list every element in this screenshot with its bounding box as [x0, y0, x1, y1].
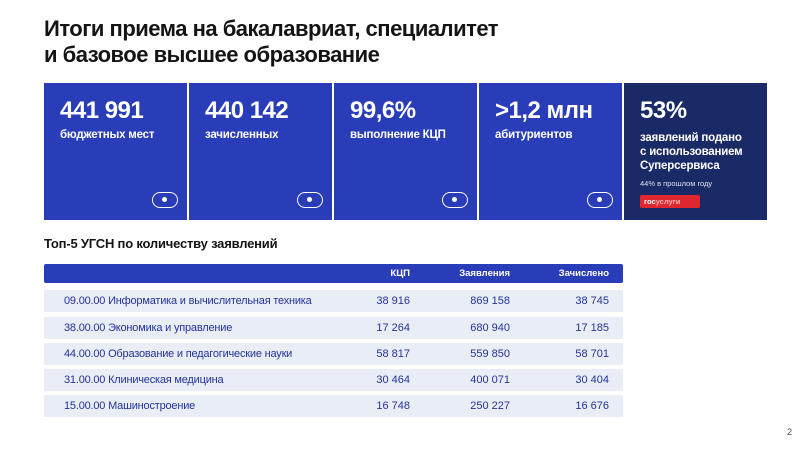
toggle-icon[interactable] — [297, 192, 323, 208]
stat-card-applicants: >1,2 млн абитуриентов — [479, 83, 622, 220]
row-name: 15.00.00 Машиностроение — [64, 400, 196, 412]
row-enrolled: 38 745 — [575, 295, 609, 307]
toggle-icon[interactable] — [587, 192, 613, 208]
table-row: 31.00.00 Клиническая медицина 30 464 400… — [44, 369, 623, 391]
gosuslugi-logo: госуслуги — [640, 195, 700, 208]
title-line-2: и базовое высшее образование — [44, 42, 380, 67]
stat-note: 44% в прошлом году — [640, 179, 713, 188]
row-kcp: 17 264 — [376, 322, 410, 334]
stat-label: зачисленных — [205, 129, 279, 141]
row-name: 09.00.00 Информатика и вычислительная те… — [64, 295, 312, 307]
stat-value: 53% — [640, 97, 687, 124]
row-applications: 869 158 — [470, 295, 510, 307]
stat-label-line-1: заявлений подано — [640, 132, 742, 144]
stat-value: 99,6% — [350, 97, 416, 124]
row-applications: 559 850 — [470, 348, 510, 360]
table-row: 38.00.00 Экономика и управление 17 264 6… — [44, 317, 623, 339]
table-header: КЦП Заявления Зачислено — [44, 264, 623, 283]
column-header-enrolled: Зачислено — [558, 268, 609, 279]
stat-card-enrolled: 440 142 зачисленных — [189, 83, 332, 220]
stats-cards: 441 991 бюджетных мест 440 142 зачисленн… — [44, 83, 767, 220]
table-row: 44.00.00 Образование и педагогические на… — [44, 343, 623, 365]
logo-part-gos: гос — [644, 197, 656, 206]
row-kcp: 58 817 — [376, 348, 410, 360]
page-title: Итоги приема на бакалавриат, специалитет… — [44, 16, 499, 68]
row-enrolled: 30 404 — [575, 374, 609, 386]
column-header-applications: Заявления — [459, 268, 510, 279]
row-enrolled: 16 676 — [575, 400, 609, 412]
stat-label-line-3: Суперсервиса — [640, 160, 720, 172]
table-title: Топ-5 УГСН по количеству заявлений — [44, 236, 278, 251]
page-number: 2 — [786, 427, 792, 437]
toggle-icon[interactable] — [152, 192, 178, 208]
table-row: 15.00.00 Машиностроение 16 748 250 227 1… — [44, 395, 623, 417]
table-row: 09.00.00 Информатика и вычислительная те… — [44, 290, 623, 312]
column-header-kcp: КЦП — [390, 268, 410, 279]
row-kcp: 16 748 — [376, 400, 410, 412]
stat-label-line-2: с использованием — [640, 146, 743, 158]
title-line-1: Итоги приема на бакалавриат, специалитет — [44, 16, 499, 41]
row-enrolled: 17 185 — [575, 322, 609, 334]
row-applications: 250 227 — [470, 400, 510, 412]
stat-card-budget-places: 441 991 бюджетных мест — [44, 83, 187, 220]
row-enrolled: 58 701 — [575, 348, 609, 360]
stat-card-superservice: 53% заявлений подано с использованием Су… — [624, 83, 767, 220]
stat-label: заявлений подано с использованием Суперс… — [640, 131, 767, 173]
row-name: 38.00.00 Экономика и управление — [64, 322, 233, 334]
stat-value: 441 991 — [60, 97, 144, 124]
row-applications: 400 071 — [470, 374, 510, 386]
row-kcp: 30 464 — [376, 374, 410, 386]
row-applications: 680 940 — [470, 322, 510, 334]
stat-label: выполнение КЦП — [350, 129, 446, 141]
stat-card-kcp-completion: 99,6% выполнение КЦП — [334, 83, 477, 220]
stat-value: >1,2 млн — [495, 97, 593, 124]
stat-label: бюджетных мест — [60, 129, 155, 141]
stat-label: абитуриентов — [495, 129, 573, 141]
row-name: 31.00.00 Клиническая медицина — [64, 374, 224, 386]
toggle-icon[interactable] — [442, 192, 468, 208]
logo-part-uslugi: услуги — [655, 197, 681, 206]
stat-value: 440 142 — [205, 97, 289, 124]
row-name: 44.00.00 Образование и педагогические на… — [64, 348, 293, 360]
row-kcp: 38 916 — [376, 295, 410, 307]
